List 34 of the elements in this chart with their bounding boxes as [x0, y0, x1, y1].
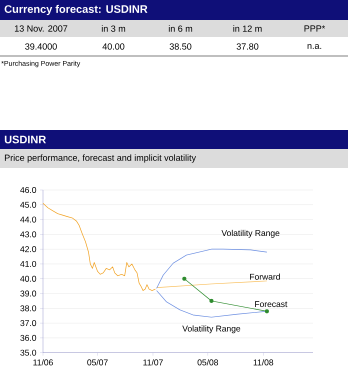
y-tick-label: 37.0 [20, 320, 36, 326]
text: Currency forecast: USDINR [4, 4, 148, 16]
x-tick-label: 11/06 [33, 359, 53, 366]
text: 38.50 [170, 43, 192, 50]
y-tick-label: 46.0 [20, 187, 36, 193]
text: 40.00 [102, 43, 124, 50]
y-tick-label: 40.0 [20, 276, 36, 282]
y-tick-label: 42.0 [20, 246, 36, 252]
category-label: in 12 m [233, 25, 262, 32]
y-tick-label: 35.0 [20, 350, 36, 356]
x-tick-label: 05/08 [198, 359, 218, 366]
category-label: in 6 m [168, 25, 192, 32]
text: 37.80 [236, 43, 258, 50]
chart-title: USDINR [4, 136, 46, 144]
x-tick-label: 05/07 [87, 359, 108, 366]
x-tick-label: 11/07 [143, 359, 163, 366]
y-tick-label: 44.0 [20, 216, 36, 223]
y-tick-label: 39.0 [20, 290, 36, 297]
category-label: in 3 m [102, 25, 126, 32]
category-label: 13 Nov. 2007 [14, 25, 68, 32]
y-tick-label: 43.0 [20, 231, 36, 238]
chart-subtitle: Price performance, forecast and implicit volatility [4, 154, 196, 163]
y-tick-label: 38.0 [20, 305, 36, 312]
series-label: Volatility Range [221, 230, 280, 238]
y-tick-label: 36.0 [20, 334, 36, 341]
text: 39.4000 [25, 43, 57, 50]
x-tick-label: 11/08 [254, 359, 274, 366]
series-label: Volatility Range [182, 325, 240, 334]
y-tick-label: 45.0 [20, 202, 36, 208]
text: n.a. [308, 44, 322, 49]
series-label: Forecast [255, 301, 288, 308]
category-label: PPP* [304, 25, 326, 32]
y-tick-label: 41.0 [20, 260, 36, 267]
series-label: Forward [250, 274, 280, 280]
